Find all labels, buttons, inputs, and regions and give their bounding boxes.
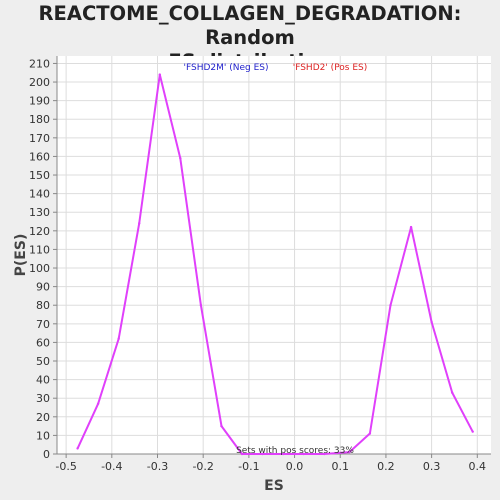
y-tick-label: 80: [36, 299, 50, 312]
tick-labels: 0 10 20 30 40 50 60 70 80 90 100 110 120 130 140 150 160…: [29, 57, 486, 473]
data-point: [76, 447, 79, 450]
x-tick-label: -0.1: [238, 460, 259, 473]
x-tick-label: 0.0: [286, 460, 304, 473]
y-tick-label: 160: [29, 150, 50, 163]
y-tick-label: 120: [29, 225, 50, 238]
data-point: [117, 337, 120, 340]
y-tick-label: 130: [29, 206, 50, 219]
y-tick-label: 190: [29, 95, 50, 108]
data-point: [281, 452, 285, 456]
y-tick-label: 100: [29, 262, 50, 275]
data-point: [450, 391, 454, 394]
y-tick-label: 90: [36, 281, 50, 294]
data-point: [323, 452, 326, 456]
y-tick-label: 170: [29, 132, 50, 145]
x-tick-label: 0.1: [331, 460, 349, 473]
y-tick-label: 180: [29, 113, 50, 126]
x-tick-label: 0.2: [377, 460, 395, 473]
data-point: [261, 452, 264, 456]
y-tick-label: 140: [29, 188, 50, 201]
data-point: [138, 222, 141, 225]
data-point: [158, 73, 161, 76]
data-point: [409, 225, 413, 229]
data-point: [368, 432, 372, 435]
data-point: [179, 157, 182, 160]
y-tick-label: 60: [36, 336, 50, 349]
chart-title-line-1: REACTOME_COLLAGEN_DEGRADATION: Random: [38, 2, 462, 49]
x-tick-label: 0.3: [423, 460, 441, 473]
x-axis-title: ES: [264, 478, 284, 494]
y-tick-label: 20: [36, 411, 50, 424]
x-tick-label: 0.4: [469, 460, 487, 473]
data-point: [302, 452, 305, 456]
y-tick-label: 40: [36, 374, 50, 387]
y-tick-label: 150: [29, 169, 50, 182]
y-tick-label: 110: [29, 243, 50, 256]
plot-area: [57, 56, 491, 454]
legend-entry: 'FSHD2M' (Neg ES): [184, 63, 269, 73]
y-tick-label: 30: [36, 392, 50, 405]
legend: 'FSHD2M' (Neg ES) 'FSHD2' (Pos ES): [184, 63, 368, 73]
y-tick-label: 200: [29, 76, 50, 89]
y-tick-label: 70: [36, 318, 50, 331]
data-point: [220, 424, 223, 428]
x-tick-label: -0.4: [101, 460, 122, 473]
data-point: [430, 320, 433, 324]
y-axis-title: P(ES): [13, 234, 29, 277]
data-point: [199, 304, 203, 307]
x-tick-label: -0.2: [192, 460, 213, 473]
series-line: [76, 73, 474, 455]
y-tick-label: 210: [29, 57, 50, 70]
data-point: [96, 402, 100, 405]
data-point: [471, 430, 474, 433]
pos-scores-annotation: Sets with pos scores: 33%: [236, 446, 354, 456]
data-point: [389, 304, 392, 307]
y-tick-label: 10: [36, 429, 50, 442]
legend-entry: 'FSHD2' (Pos ES): [293, 63, 368, 73]
x-tick-label: -0.5: [55, 460, 76, 473]
data-point: [240, 452, 244, 456]
y-tick-label: 0: [43, 448, 50, 461]
y-tick-label: 50: [36, 355, 50, 368]
series-layer: [76, 73, 474, 456]
data-point: [348, 450, 351, 454]
x-tick-label: -0.3: [147, 460, 168, 473]
